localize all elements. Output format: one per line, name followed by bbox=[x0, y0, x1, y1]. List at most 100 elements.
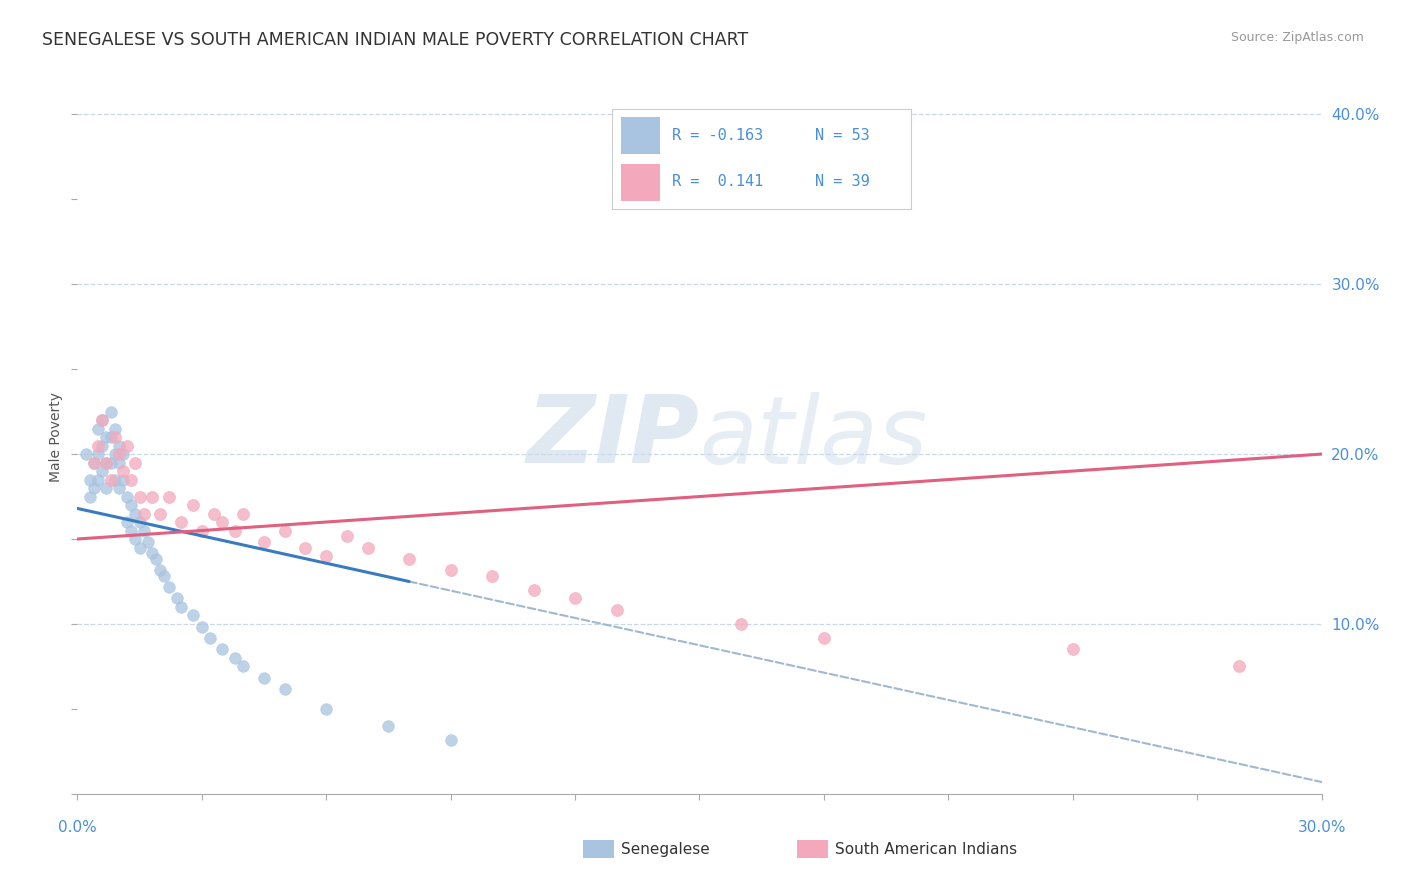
Point bbox=[115, 515, 138, 529]
Point bbox=[813, 631, 835, 645]
Point bbox=[315, 549, 337, 563]
Point bbox=[132, 507, 155, 521]
Bar bbox=[621, 117, 661, 153]
Point bbox=[91, 413, 114, 427]
Text: SENEGALESE VS SOUTH AMERICAN INDIAN MALE POVERTY CORRELATION CHART: SENEGALESE VS SOUTH AMERICAN INDIAN MALE… bbox=[42, 31, 748, 49]
Point bbox=[315, 702, 337, 716]
Text: 30.0%: 30.0% bbox=[1298, 821, 1346, 835]
Point bbox=[398, 552, 420, 566]
Point bbox=[79, 490, 101, 504]
Text: R = -0.163: R = -0.163 bbox=[672, 128, 763, 144]
Point bbox=[83, 481, 105, 495]
Point bbox=[91, 464, 114, 478]
Point bbox=[87, 447, 110, 461]
Point bbox=[128, 515, 150, 529]
Point bbox=[83, 456, 105, 470]
Point bbox=[124, 456, 146, 470]
Point bbox=[166, 591, 188, 606]
Point bbox=[120, 498, 142, 512]
Point bbox=[183, 608, 205, 623]
Point bbox=[253, 671, 276, 685]
Point bbox=[75, 447, 97, 461]
Point bbox=[440, 563, 463, 577]
Point bbox=[87, 439, 110, 453]
Text: atlas: atlas bbox=[700, 392, 928, 483]
Text: South American Indians: South American Indians bbox=[835, 842, 1018, 856]
Point bbox=[111, 473, 134, 487]
Point bbox=[96, 430, 118, 444]
Point bbox=[111, 464, 134, 478]
Y-axis label: Male Poverty: Male Poverty bbox=[49, 392, 63, 482]
Point bbox=[132, 524, 155, 538]
Text: 0.0%: 0.0% bbox=[58, 821, 97, 835]
Text: Source: ZipAtlas.com: Source: ZipAtlas.com bbox=[1230, 31, 1364, 45]
Point bbox=[141, 546, 163, 560]
Point bbox=[149, 563, 172, 577]
Point bbox=[523, 582, 546, 597]
Point bbox=[79, 473, 101, 487]
Bar bbox=[621, 164, 661, 201]
Point bbox=[120, 524, 142, 538]
Point bbox=[224, 651, 246, 665]
Point bbox=[198, 631, 221, 645]
Text: N = 53: N = 53 bbox=[815, 128, 870, 144]
Point bbox=[115, 439, 138, 453]
Point bbox=[115, 490, 138, 504]
Point bbox=[183, 498, 205, 512]
Point bbox=[149, 507, 172, 521]
Point bbox=[1062, 642, 1084, 657]
Point bbox=[191, 524, 214, 538]
Point bbox=[108, 481, 131, 495]
Point bbox=[274, 681, 297, 696]
Text: Senegalese: Senegalese bbox=[621, 842, 710, 856]
Point bbox=[141, 490, 163, 504]
Point bbox=[100, 456, 122, 470]
Point bbox=[274, 524, 297, 538]
Point bbox=[564, 591, 586, 606]
Point bbox=[145, 552, 167, 566]
Point bbox=[104, 430, 127, 444]
Point bbox=[606, 603, 628, 617]
Point bbox=[232, 507, 254, 521]
Point bbox=[202, 507, 225, 521]
Point bbox=[100, 473, 122, 487]
Point bbox=[100, 430, 122, 444]
Point bbox=[104, 473, 127, 487]
Point bbox=[111, 447, 134, 461]
Point bbox=[96, 456, 118, 470]
Point bbox=[170, 515, 193, 529]
Point bbox=[87, 421, 110, 435]
Point bbox=[357, 541, 380, 555]
Point bbox=[211, 515, 233, 529]
Text: ZIP: ZIP bbox=[527, 391, 700, 483]
Point bbox=[91, 439, 114, 453]
Point bbox=[87, 473, 110, 487]
Point bbox=[83, 456, 105, 470]
Point bbox=[730, 617, 752, 632]
Point bbox=[124, 532, 146, 546]
Point bbox=[224, 524, 246, 538]
Point bbox=[91, 413, 114, 427]
Point bbox=[294, 541, 316, 555]
Point bbox=[336, 528, 359, 542]
Point bbox=[128, 490, 150, 504]
Point bbox=[108, 447, 131, 461]
Point bbox=[124, 507, 146, 521]
Point bbox=[104, 421, 127, 435]
Point bbox=[104, 447, 127, 461]
Point bbox=[136, 535, 159, 549]
Text: R =  0.141: R = 0.141 bbox=[672, 174, 763, 189]
Point bbox=[211, 642, 233, 657]
Point bbox=[96, 481, 118, 495]
Point bbox=[232, 659, 254, 673]
Point bbox=[96, 456, 118, 470]
Point bbox=[120, 473, 142, 487]
Point bbox=[157, 490, 180, 504]
Point bbox=[191, 620, 214, 634]
Point bbox=[128, 541, 150, 555]
Text: N = 39: N = 39 bbox=[815, 174, 870, 189]
Point bbox=[108, 456, 131, 470]
Point bbox=[157, 580, 180, 594]
Point bbox=[1227, 659, 1250, 673]
Point bbox=[253, 535, 276, 549]
